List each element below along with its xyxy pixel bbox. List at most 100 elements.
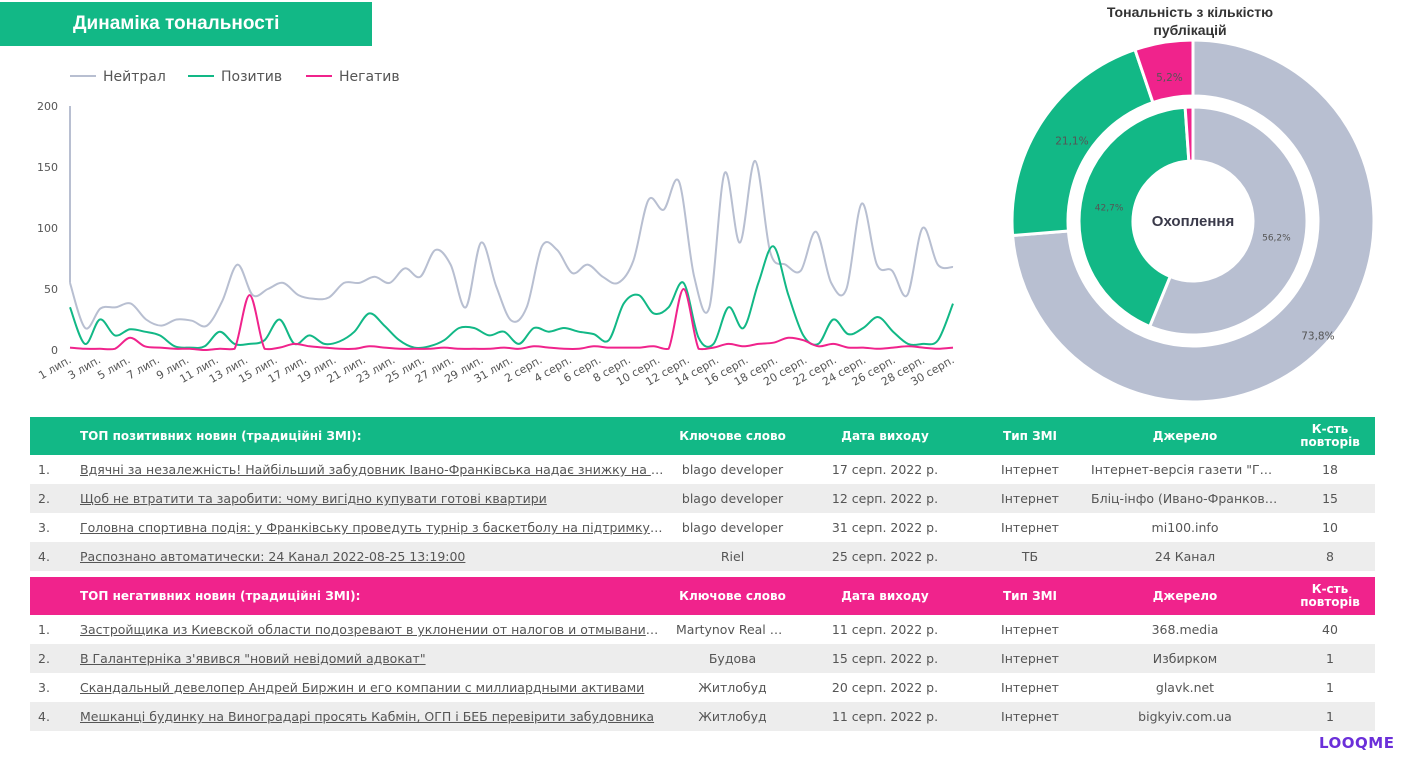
news-title-cell: Скандальный девелопер Андрей Биржин и ег… (80, 673, 670, 702)
table-row: 1. Застройщика из Киевской области подозр… (30, 615, 1375, 644)
news-title-cell: Щоб не втратити та заробити: чому вигідн… (80, 484, 671, 513)
col-header-count: К-сть повторів (1285, 577, 1375, 615)
positive-news-table: ТОП позитивних новин (традиційні ЗМІ): К… (30, 417, 1376, 571)
row-number: 2. (30, 484, 80, 513)
news-title-cell: Распознано автоматически: 24 Канал 2022-… (80, 542, 671, 571)
keyword-cell: blago developer (681, 520, 784, 535)
table-row: 1. Вдячні за незалежність! Найбільший заб… (30, 455, 1375, 484)
row-number: 4. (30, 542, 80, 571)
negative-table-title: ТОП негативних новин (традиційні ЗМІ): (30, 577, 670, 615)
series-line-neutral (69, 159, 954, 330)
date-cell: 11 серп. 2022 р. (795, 702, 975, 731)
repeat-count-cell: 15 (1285, 484, 1376, 513)
source-cell: bigkyiv.com.ua (1085, 702, 1285, 731)
donut-slice-inner-neutral (1147, 105, 1309, 337)
donut-slice-outer-negative (1133, 38, 1195, 105)
news-title-link[interactable]: Головна спортивна подія: у Франківську п… (80, 520, 671, 535)
media-type-cell: Інтернет (975, 644, 1085, 673)
row-number: 3. (38, 520, 50, 535)
news-title-link[interactable]: Распознано автоматически: 24 Канал 2022-… (80, 549, 466, 564)
y-tick-label: 200 (37, 100, 58, 113)
media-type-cell: Інтернет (975, 484, 1086, 513)
x-tick-label: 3 лип. (66, 353, 103, 382)
x-tick-label: 7 лип. (125, 353, 162, 382)
date-cell: 17 серп. 2022 р. (831, 462, 939, 477)
legend-item: Негатив (306, 69, 400, 85)
news-title-link[interactable]: Мешканці будинку на Виноградарі просять … (80, 709, 655, 724)
media-type-cell: Інтернет (1001, 680, 1059, 695)
keyword-cell: blago developer (670, 484, 796, 513)
negative-news-table: ТОП негативних новин (традиційні ЗМІ): К… (30, 577, 1375, 731)
col-header-source: Джерело (1085, 577, 1285, 615)
date-cell: 25 серп. 2022 р. (795, 542, 976, 571)
date-cell: 12 серп. 2022 р. (795, 484, 976, 513)
table-row: 2. Щоб не втратити та заробити: чому вигі… (30, 484, 1376, 513)
keyword-cell: Riel (670, 542, 796, 571)
source-cell: Бліц-інфо (Ивано-Франковск) (1085, 484, 1286, 513)
row-number: 3. (38, 680, 50, 695)
legend-label: Позитив (221, 69, 282, 85)
news-title-cell: Застройщика из Киевской области подозрев… (80, 615, 670, 644)
donut-slice-label: 5,2% (1156, 72, 1183, 84)
donut-center-label: Охоплення (1152, 213, 1234, 230)
date-cell: 20 серп. 2022 р. (831, 680, 939, 695)
col-header-keyword: Ключове слово (670, 417, 796, 455)
x-tick-label: 1 лип. (36, 353, 73, 382)
col-header-date: Дата виходу (795, 577, 975, 615)
donut-slice-label: 42,7% (1095, 203, 1124, 213)
page-title: Динаміка тональності (0, 2, 372, 46)
repeat-count-cell: 1 (1285, 702, 1375, 731)
source-cell: mi100.info (1151, 520, 1219, 535)
repeat-count-cell: 1 (1326, 680, 1334, 695)
repeat-count-cell: 40 (1322, 622, 1338, 637)
y-tick-label: 150 (37, 161, 58, 174)
row-number: 1. (38, 622, 50, 637)
tonality-donut-chart: 73,8% 21,1% 5,2% 56,2% 42,7% Охоплення (1010, 38, 1376, 404)
date-cell: 11 серп. 2022 р. (831, 622, 939, 637)
repeat-count-cell: 8 (1285, 542, 1376, 571)
news-title-link[interactable]: В Галантерніка з'явився "новий невідомий… (80, 651, 426, 666)
date-cell: 31 серп. 2022 р. (831, 520, 939, 535)
col-header-media-type: Тип ЗМІ (975, 577, 1085, 615)
donut-center (1135, 163, 1251, 279)
news-title-cell: Мешканці будинку на Виноградарі просять … (80, 702, 670, 731)
y-tick-label: 0 (51, 344, 58, 357)
donut-title: Тональність з кількістю публікацій (1106, 4, 1274, 38)
source-cell: Інтернет-версія газети "Галицький коресп… (1091, 462, 1285, 477)
media-type-cell: ТБ (975, 542, 1086, 571)
news-title-cell: Головна спортивна подія: у Франківську п… (80, 513, 670, 542)
news-title-link[interactable]: Щоб не втратити та заробити: чому вигідн… (80, 491, 547, 506)
table-header-row: ТОП негативних новин (традиційні ЗМІ): К… (30, 577, 1375, 615)
legend-label: Негатив (339, 69, 400, 85)
col-header-media-type: Тип ЗМІ (975, 417, 1086, 455)
donut-slice-label: 73,8% (1301, 330, 1334, 342)
source-cell: glavk.net (1155, 680, 1215, 695)
source-cell: 368.media (1151, 622, 1219, 637)
keyword-cell: Житлобуд (670, 702, 795, 731)
news-title-link[interactable]: Скандальный девелопер Андрей Биржин и ег… (80, 680, 645, 695)
repeat-count-cell: 10 (1322, 520, 1338, 535)
news-title-link[interactable]: Застройщика из Киевской области подозрев… (80, 622, 670, 637)
table-row: 3. Скандальный девелопер Андрей Биржин и … (30, 673, 1375, 702)
donut-slice-inner-negative (1183, 105, 1195, 163)
media-type-cell: Інтернет (1001, 520, 1059, 535)
news-title-cell: Вдячні за незалежність! Найбільший забуд… (80, 455, 670, 484)
donut-slice-outer-neutral (1010, 38, 1376, 404)
table-row: 4. Распознано автоматически: 24 Канал 202… (30, 542, 1376, 571)
media-type-cell: Інтернет (975, 702, 1085, 731)
table-header-row: ТОП позитивних новин (традиційні ЗМІ): К… (30, 417, 1376, 455)
keyword-cell: blago developer (681, 462, 784, 477)
repeat-count-cell: 1 (1285, 644, 1375, 673)
source-cell: 24 Канал (1085, 542, 1286, 571)
row-number: 2. (30, 644, 80, 673)
row-number: 1. (38, 462, 50, 477)
keyword-cell: Будова (670, 644, 795, 673)
col-header-keyword: Ключове слово (670, 577, 795, 615)
table-row: 3. Головна спортивна подія: у Франківську… (30, 513, 1375, 542)
news-title-link[interactable]: Вдячні за незалежність! Найбільший забуд… (80, 462, 671, 477)
col-header-count: К-сть повторів (1285, 417, 1376, 455)
x-tick-label: 5 лип. (95, 353, 132, 382)
news-title-cell: В Галантерніка з'явився "новий невідомий… (80, 644, 670, 673)
positive-table-title: ТОП позитивних новин (традиційні ЗМІ): (30, 417, 671, 455)
date-cell: 15 серп. 2022 р. (795, 644, 975, 673)
